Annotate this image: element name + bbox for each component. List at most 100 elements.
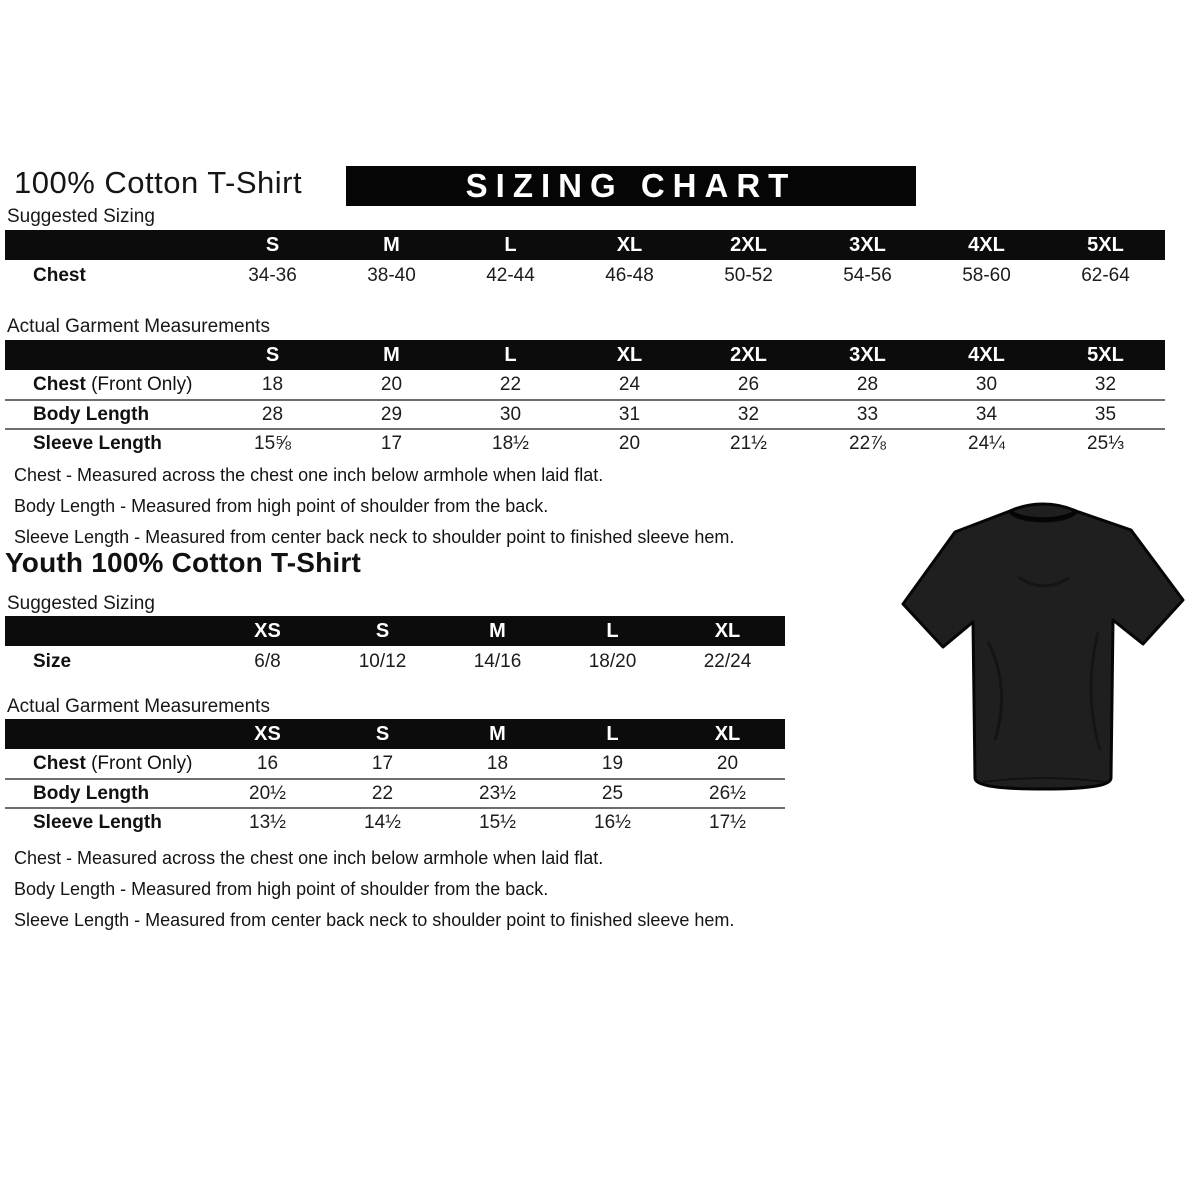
measurement-cell: 20 [618,432,641,454]
youth-measurement-notes: Chest - Measured across the chest one in… [14,843,734,936]
row-label: Sleeve Length [5,433,213,455]
size-col-header: XS [254,722,281,745]
note-line: Chest - Measured across the chest one in… [14,848,604,868]
measurement-cell: 46-48 [605,265,654,286]
note-line: Body Length - Measured from high point o… [14,879,549,899]
size-col-header: L [504,233,517,256]
size-col-header: M [383,343,400,366]
size-header-row: XS S M L XL [5,719,785,749]
row-label: Body Length [5,783,210,805]
measurement-cell: 28 [261,403,284,425]
measurement-cell: 22/24 [703,651,752,672]
table-row: Body Length 28 29 30 31 32 33 34 35 [5,399,1165,428]
size-col-header: XL [714,619,741,642]
row-label-suffix: (Front Only) [85,752,193,774]
measurement-cell: 13½ [249,811,286,833]
measurement-cell: 18/20 [588,651,637,672]
measurement-cell: 25 [601,782,624,804]
measurement-cell: 26 [737,373,760,395]
tshirt-graphic [901,502,1185,791]
row-label: Body Length [5,404,213,426]
measurement-cell: 14/16 [473,651,522,672]
note-line: Sleeve Length - Measured from center bac… [14,527,735,547]
measurement-cell: 29 [380,403,403,425]
size-col-header: 2XL [730,233,767,256]
adult-suggested-sizing-label: Suggested Sizing [7,206,155,227]
measurement-cell: 16 [256,752,279,774]
youth-section-title: Youth 100% Cotton T-Shirt [5,547,362,578]
measurement-cell: 58-60 [962,265,1011,286]
size-col-header: 5XL [1087,343,1124,366]
size-col-header: S [265,233,280,256]
measurement-cell: 24 [618,373,641,395]
size-col-header: S [375,722,390,745]
row-label-main: Chest [33,373,86,395]
size-col-header: M [489,619,506,642]
measurement-cell: 17 [380,432,403,454]
measurement-cell: 62-64 [1081,265,1130,286]
measurement-cell: 19 [601,752,624,774]
measurement-cell: 17½ [709,811,746,833]
measurement-cell: 42-44 [486,265,535,286]
row-label-main: Body Length [33,782,150,804]
table-row: Body Length 20½ 22 23½ 25 26½ [5,778,785,807]
size-col-header: XL [714,722,741,745]
measurement-cell: 21½ [730,432,767,454]
measurement-cell: 22 [371,782,394,804]
size-col-header: L [606,722,619,745]
table-row: Chest (Front Only) 16 17 18 19 20 [5,749,785,778]
size-col-header: 2XL [730,343,767,366]
measurement-cell: 22⅞ [849,432,886,454]
table-row: Sleeve Length 13½ 14½ 15½ 16½ 17½ [5,807,785,836]
measurement-cell: 18 [486,752,509,774]
measurement-cell: 23½ [479,782,516,804]
adult-measurement-notes: Chest - Measured across the chest one in… [14,460,734,553]
size-header-row: S M L XL 2XL 3XL 4XL 5XL [5,340,1165,370]
measurement-cell: 18½ [492,432,529,454]
table-row: Chest 34-36 38-40 42-44 46-48 50-52 54-5… [5,260,1165,292]
row-label: Chest [33,265,86,286]
size-col-header: 3XL [849,233,886,256]
measurement-cell: 50-52 [724,265,773,286]
row-label-main: Sleeve Length [33,432,162,454]
measurement-cell: 28 [856,373,879,395]
size-col-header: M [383,233,400,256]
measurement-cell: 26½ [709,782,746,804]
youth-suggested-sizing-label: Suggested Sizing [7,593,155,614]
size-col-header: 3XL [849,343,886,366]
adult-suggested-sizing-table: S M L XL 2XL 3XL 4XL 5XL Chest 34-36 38-… [5,230,1165,292]
note-line: Body Length - Measured from high point o… [14,496,549,516]
row-label: Chest (Front Only) [5,374,213,396]
black-tshirt-image [893,482,1193,812]
measurement-cell: 25⅓ [1087,432,1124,454]
row-label-main: Chest [33,752,86,774]
youth-actual-measurements-table: XS S M L XL Chest (Front Only) 16 17 18 … [5,719,785,836]
measurement-cell: 16½ [594,811,631,833]
note-line: Sleeve Length - Measured from center bac… [14,910,735,930]
size-col-header: 4XL [968,233,1005,256]
measurement-cell: 20 [716,752,739,774]
table-row: Chest (Front Only) 18 20 22 24 26 28 30 … [5,370,1165,399]
size-col-header: L [504,343,517,366]
measurement-cell: 6/8 [254,651,281,672]
measurement-cell: 15⅝ [254,432,291,454]
table-row: Size 6/8 10/12 14/16 18/20 22/24 [5,646,785,678]
row-label-main: Sleeve Length [33,811,162,833]
size-header-row: S M L XL 2XL 3XL 4XL 5XL [5,230,1165,260]
measurement-cell: 22 [499,373,522,395]
measurement-cell: 30 [975,373,998,395]
measurement-cell: 24¼ [968,432,1005,454]
measurement-cell: 33 [856,403,879,425]
measurement-cell: 38-40 [367,265,416,286]
measurement-cell: 17 [371,752,394,774]
measurement-cell: 32 [1094,373,1117,395]
measurement-cell: 15½ [479,811,516,833]
row-label: Chest (Front Only) [5,753,210,775]
table-row: Sleeve Length 15⅝ 17 18½ 20 21½ 22⅞ 24¼ … [5,428,1165,457]
measurement-cell: 14½ [364,811,401,833]
row-label: Sleeve Length [5,812,210,834]
adult-actual-measurements-table: S M L XL 2XL 3XL 4XL 5XL Chest (Front On… [5,340,1165,457]
row-label-main: Body Length [33,403,150,425]
size-header-row: XS S M L XL [5,616,785,646]
size-col-header: S [375,619,390,642]
